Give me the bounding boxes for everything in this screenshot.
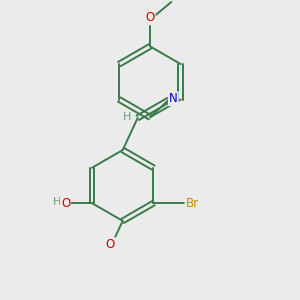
Text: N: N <box>169 92 178 105</box>
Text: O: O <box>146 11 154 24</box>
Text: O: O <box>106 238 115 251</box>
Text: H: H <box>53 197 61 207</box>
Text: O: O <box>61 197 70 210</box>
Text: H: H <box>123 112 131 122</box>
Text: Br: Br <box>186 197 199 210</box>
